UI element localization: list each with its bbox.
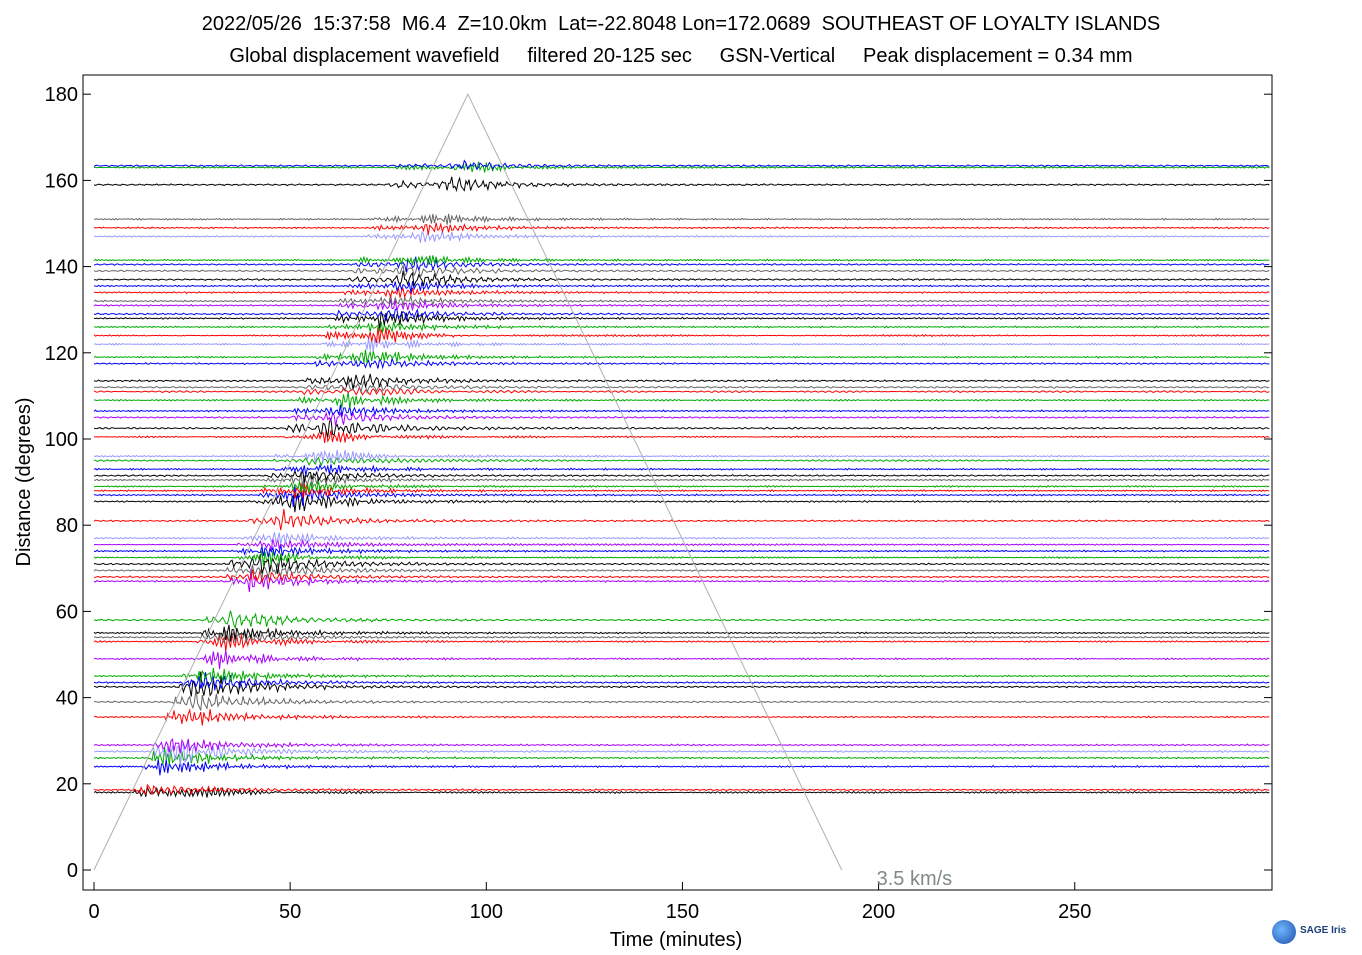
seismogram-trace <box>93 356 1270 370</box>
seismogram-trace <box>93 629 1270 645</box>
seismogram-trace <box>93 263 1270 280</box>
seismogram-trace <box>93 256 1270 273</box>
seismogram-trace <box>93 213 1270 225</box>
y-tick-label: 160 <box>45 170 78 192</box>
x-tick-label: 150 <box>666 901 699 923</box>
seismogram-trace <box>93 550 1270 566</box>
seismogram-trace <box>93 482 1270 499</box>
seismogram-trace <box>93 633 1270 652</box>
y-tick-label: 0 <box>67 860 78 882</box>
seismogram-trace <box>93 373 1270 389</box>
seismogram-trace <box>93 468 1270 483</box>
y-tick-label: 180 <box>45 84 78 106</box>
x-tick-label: 50 <box>279 901 301 923</box>
seismogram-trace <box>93 471 1270 489</box>
seismogram-trace <box>93 492 1270 513</box>
seismogram-trace <box>93 287 1270 299</box>
sage-iris-logo: SAGE Iris <box>1272 918 1352 948</box>
reference-line-3.5kms <box>93 93 843 871</box>
chart-title: 2022/05/26 15:37:58 M6.4 Z=10.0km Lat=-2… <box>201 13 1161 35</box>
seismogram-trace <box>93 230 1270 243</box>
y-tick-label: 40 <box>56 688 78 710</box>
y-tick-label: 140 <box>45 257 78 279</box>
seismogram-trace <box>93 554 1270 574</box>
seismogram-trace <box>93 747 1270 765</box>
seismogram-trace <box>93 624 1270 642</box>
y-tick-label: 80 <box>56 515 78 537</box>
x-tick-label: 100 <box>470 901 503 923</box>
y-tick-label: 120 <box>45 343 78 365</box>
seismogram-trace <box>93 270 1270 287</box>
seismogram-trace <box>93 321 1270 334</box>
seismogram-trace <box>93 672 1270 691</box>
seismogram-trace <box>94 429 1270 443</box>
seismogram-trace <box>93 667 1270 682</box>
seismogram-trace <box>93 159 1270 171</box>
seismogram-trace <box>93 336 1270 352</box>
y-tick-label: 60 <box>56 601 78 623</box>
seismogram-trace <box>93 650 1270 670</box>
seismogram-trace <box>93 410 1270 426</box>
seismogram-trace <box>93 326 1270 344</box>
seismogram-trace <box>93 349 1270 364</box>
seismogram-trace <box>93 740 1270 766</box>
seismogram-trace <box>93 294 1270 307</box>
plot-frame <box>82 74 1273 891</box>
seismogram-trace <box>93 543 1270 558</box>
velocity-annotation: 3.5 km/s <box>877 868 953 890</box>
seismogram-trace <box>93 404 1270 417</box>
seismogram-trace <box>93 538 1270 551</box>
x-axis-label: Time (minutes) <box>610 929 743 951</box>
x-axis-ticks: 0 50 100 150 200 250 <box>88 882 1091 923</box>
seismogram-trace <box>93 569 1270 583</box>
seismogram-trace <box>93 785 1270 798</box>
seismogram-trace <box>93 299 1270 312</box>
globe-icon <box>1272 920 1296 944</box>
seismogram-trace <box>93 508 1270 531</box>
seismogram-trace <box>93 311 1270 329</box>
seismogram-trace <box>93 485 1270 508</box>
seismogram-trace <box>93 568 1270 593</box>
y-tick-label: 20 <box>56 774 78 796</box>
seismogram-trace <box>93 392 1270 409</box>
seismogram-trace <box>93 417 1270 438</box>
trace-group <box>93 159 1270 798</box>
seismogram-trace <box>93 463 1270 476</box>
seismogram-trace <box>93 449 1270 464</box>
seismogram-trace <box>93 379 1270 394</box>
x-tick-label: 200 <box>862 901 895 923</box>
seismogram-trace <box>93 783 1270 796</box>
seismogram-trace <box>93 759 1270 776</box>
seismogram-trace <box>94 480 1270 493</box>
seismogram-trace <box>93 308 1270 322</box>
chart-subtitle: Global displacement wavefield filtered 2… <box>229 45 1133 67</box>
seismogram-trace <box>93 280 1270 293</box>
logo-text: SAGE Iris <box>1300 925 1347 936</box>
seismogram-trace <box>93 386 1270 396</box>
x-tick-label: 250 <box>1058 901 1091 923</box>
y-axis-label: Distance (degrees) <box>13 398 35 567</box>
y-axis-ticks: 0 20 40 60 80 100 120 140 160 180 <box>45 84 1272 882</box>
seismogram-trace <box>93 176 1270 193</box>
seismogram-trace <box>93 610 1270 630</box>
seismogram-trace <box>93 456 1270 467</box>
seismogram-trace <box>93 708 1270 726</box>
seismogram-trace <box>93 161 1270 173</box>
seismogram-trace <box>93 688 1270 711</box>
x-tick-label: 0 <box>88 901 99 923</box>
seismogram-trace <box>93 255 1270 267</box>
seismogram-trace <box>93 671 1270 697</box>
seismogram-trace <box>93 738 1270 754</box>
y-tick-label: 100 <box>45 429 78 451</box>
seismogram-trace <box>93 222 1270 235</box>
